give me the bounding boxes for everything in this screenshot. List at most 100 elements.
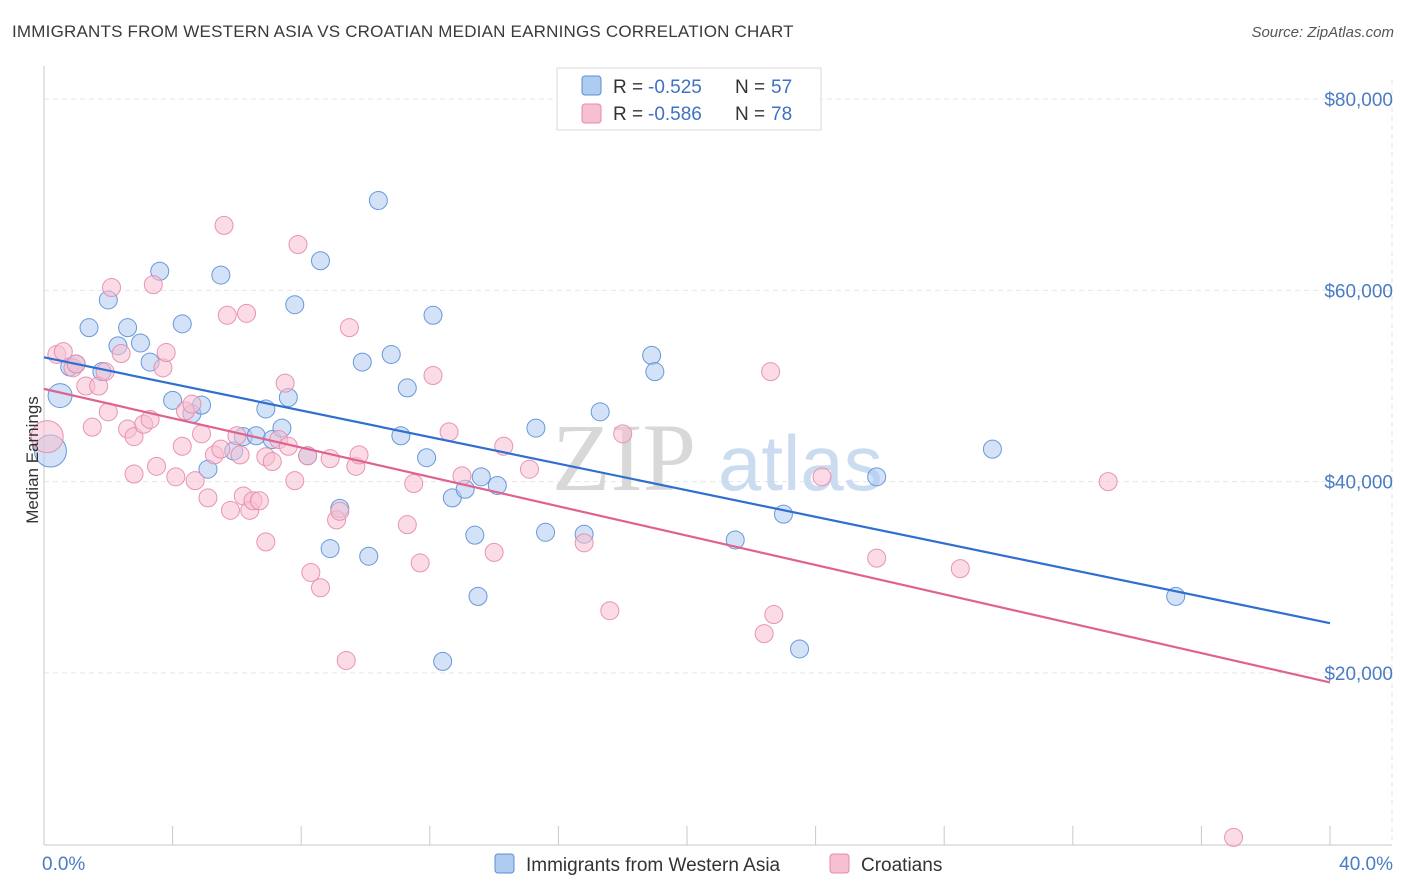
point-pink-49 bbox=[301, 562, 321, 582]
point-pink-58 bbox=[397, 515, 417, 535]
trend-lines bbox=[43, 356, 1331, 684]
point-blue-37 bbox=[423, 305, 443, 325]
point-pink-74 bbox=[867, 548, 887, 568]
point-pink-29 bbox=[211, 439, 231, 459]
point-pink-32 bbox=[220, 500, 240, 520]
series-legend-label-blue: Immigrants from Western Asia bbox=[526, 855, 781, 876]
legend-swatch-pink bbox=[581, 103, 602, 124]
series-legend-swatch-pink bbox=[829, 853, 850, 874]
point-blue-27 bbox=[310, 251, 330, 271]
point-pink-61 bbox=[423, 365, 443, 385]
point-blue-35 bbox=[397, 378, 417, 398]
point-blue-51 bbox=[725, 530, 745, 550]
point-pink-48 bbox=[298, 446, 318, 466]
point-pink-11 bbox=[111, 343, 131, 363]
point-pink-55 bbox=[339, 318, 359, 338]
point-pink-41 bbox=[256, 532, 276, 552]
point-pink-19 bbox=[153, 358, 173, 378]
legend-n-value-pink: 78 bbox=[771, 104, 792, 125]
legend-r-value-pink: -0.586 bbox=[648, 104, 702, 125]
point-blue-30 bbox=[359, 546, 379, 566]
point-pink-14 bbox=[124, 464, 144, 484]
point-pink-0 bbox=[30, 420, 64, 454]
point-pink-44 bbox=[275, 373, 295, 393]
point-pink-39 bbox=[249, 491, 269, 511]
point-blue-13 bbox=[172, 314, 192, 334]
chart-source: Source: ZipAtlas.com bbox=[1251, 24, 1394, 41]
point-pink-18 bbox=[147, 456, 167, 476]
x-tick-labels: 0.0% 40.0% bbox=[42, 854, 1393, 875]
watermark-zip: ZIP bbox=[552, 404, 696, 511]
point-blue-25 bbox=[285, 295, 305, 315]
point-blue-8 bbox=[118, 318, 138, 338]
y-tick-label-2: $60,000 bbox=[1324, 281, 1393, 302]
legend-swatch-blue bbox=[581, 75, 602, 96]
point-pink-59 bbox=[404, 474, 424, 494]
point-pink-42 bbox=[262, 452, 282, 472]
watermark-atlas: atlas bbox=[718, 419, 883, 507]
x-tick-label-min: 0.0% bbox=[42, 854, 85, 875]
point-pink-54 bbox=[336, 650, 356, 670]
legend-n-value-blue: 57 bbox=[771, 77, 792, 98]
trend-line-pink bbox=[43, 387, 1331, 684]
point-blue-4 bbox=[79, 318, 99, 338]
point-blue-32 bbox=[368, 190, 388, 210]
y-tick-label-1: $40,000 bbox=[1324, 473, 1393, 494]
point-pink-46 bbox=[285, 471, 305, 491]
series-legend: Immigrants from Western Asia Croatians bbox=[494, 853, 942, 876]
point-pink-34 bbox=[230, 445, 250, 465]
stats-legend: R = -0.525 N = 57 R = -0.586 N = 78 bbox=[556, 67, 822, 131]
y-tick-label-0: $20,000 bbox=[1324, 664, 1393, 685]
point-blue-12 bbox=[163, 390, 183, 410]
point-blue-48 bbox=[590, 402, 610, 422]
point-pink-10 bbox=[102, 278, 122, 298]
point-blue-17 bbox=[211, 265, 231, 285]
point-blue-55 bbox=[982, 439, 1002, 459]
point-pink-75 bbox=[950, 559, 970, 579]
point-pink-72 bbox=[764, 605, 784, 625]
point-pink-33 bbox=[227, 426, 247, 446]
point-pink-66 bbox=[519, 459, 539, 479]
point-blue-42 bbox=[468, 586, 488, 606]
grid-lines bbox=[44, 80, 1393, 845]
point-pink-50 bbox=[310, 578, 330, 598]
y-tick-labels: $20,000 $40,000 $60,000 $80,000 bbox=[1324, 90, 1393, 685]
point-blue-44 bbox=[487, 475, 507, 495]
point-blue-9 bbox=[130, 333, 150, 353]
point-pink-27 bbox=[198, 488, 218, 508]
watermark: ZIP atlas bbox=[552, 404, 883, 511]
x-tick-label-max: 40.0% bbox=[1339, 854, 1393, 875]
legend-r-value-blue: -0.525 bbox=[648, 77, 702, 98]
point-pink-69 bbox=[613, 424, 633, 444]
point-pink-68 bbox=[600, 601, 620, 621]
point-pink-73 bbox=[812, 467, 832, 487]
trend-line-blue bbox=[43, 356, 1331, 625]
point-pink-31 bbox=[214, 215, 234, 235]
point-blue-39 bbox=[433, 651, 453, 671]
point-pink-25 bbox=[185, 471, 205, 491]
legend-n-label-pink: N = bbox=[735, 104, 765, 125]
point-pink-26 bbox=[192, 424, 212, 444]
point-pink-6 bbox=[82, 417, 102, 437]
legend-n-label-blue: N = bbox=[735, 77, 765, 98]
series-legend-swatch-blue bbox=[494, 853, 515, 874]
point-blue-53 bbox=[790, 639, 810, 659]
point-pink-60 bbox=[410, 553, 430, 573]
series-legend-label-pink: Croatians bbox=[861, 855, 942, 876]
point-pink-22 bbox=[172, 436, 192, 456]
point-pink-30 bbox=[217, 305, 237, 325]
data-points bbox=[30, 190, 1244, 847]
point-blue-43 bbox=[471, 467, 491, 487]
point-blue-33 bbox=[381, 344, 401, 364]
point-pink-21 bbox=[166, 467, 186, 487]
point-pink-24 bbox=[182, 394, 202, 414]
point-pink-17 bbox=[143, 275, 163, 295]
point-pink-71 bbox=[761, 362, 781, 382]
point-blue-31 bbox=[352, 352, 372, 372]
legend-r-label-pink: R = bbox=[613, 104, 643, 125]
point-pink-20 bbox=[156, 343, 176, 363]
point-pink-70 bbox=[754, 624, 774, 644]
point-pink-53 bbox=[330, 501, 350, 521]
point-blue-28 bbox=[320, 539, 340, 559]
